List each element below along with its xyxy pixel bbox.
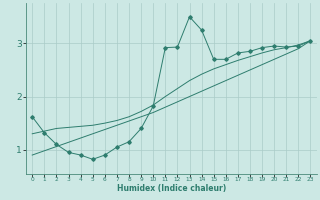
X-axis label: Humidex (Indice chaleur): Humidex (Indice chaleur) xyxy=(117,184,226,193)
